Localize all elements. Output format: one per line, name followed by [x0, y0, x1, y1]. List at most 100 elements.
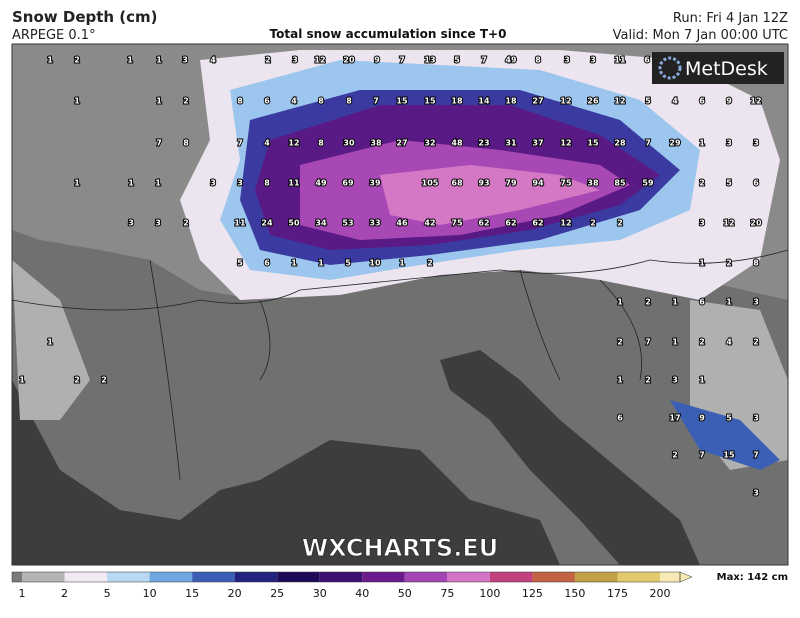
snow-depth-label: 1 — [672, 338, 678, 347]
snow-depth-label: 32 — [424, 139, 435, 148]
snow-depth-label: 49 — [315, 179, 327, 188]
legend-swatch — [149, 572, 193, 582]
logo-icon — [658, 56, 682, 80]
snow-depth-label: 75 — [560, 179, 572, 188]
legend-label: 5 — [104, 587, 111, 600]
snow-depth-label: 3 — [753, 298, 759, 307]
subtitle: Total snow accumulation since T+0 — [270, 27, 507, 41]
snow-depth-label: 26 — [587, 97, 599, 106]
snow-depth-label: 6 — [264, 97, 270, 106]
snow-depth-label: 7 — [237, 139, 243, 148]
snow-depth-label: 2 — [183, 97, 189, 106]
snow-depth-label: 79 — [505, 179, 517, 188]
legend-label: 2 — [61, 587, 68, 600]
snow-depth-label: 68 — [451, 179, 463, 188]
legend-swatch — [319, 572, 363, 582]
snow-depth-label: 37 — [532, 139, 543, 148]
snow-depth-label: 7 — [373, 97, 379, 106]
snow-depth-label: 2 — [265, 56, 271, 65]
snow-depth-label: 38 — [587, 179, 599, 188]
legend-swatch — [107, 572, 150, 582]
snow-depth-label: 1 — [156, 56, 162, 65]
legend-label: 1 — [19, 587, 26, 600]
snow-depth-label: 1 — [318, 259, 324, 268]
legend-label: 175 — [607, 587, 628, 600]
snow-depth-label: 4 — [291, 97, 297, 106]
snow-depth-label: 2 — [699, 338, 705, 347]
snow-depth-label: 9 — [374, 56, 380, 65]
snow-depth-label: 4 — [210, 56, 216, 65]
legend-swatch — [404, 572, 448, 582]
legend-label: 10 — [143, 587, 157, 600]
snow-depth-label: 3 — [564, 56, 570, 65]
snow-depth-label: 20 — [343, 56, 355, 65]
snow-depth-label: 5 — [726, 179, 732, 188]
snow-depth-label: 3 — [753, 414, 759, 423]
legend-label: 25 — [270, 587, 284, 600]
snow-depth-label: 12 — [560, 219, 571, 228]
snow-depth-label: 1 — [672, 298, 678, 307]
snow-depth-label: 10 — [369, 259, 381, 268]
legend-label: 15 — [185, 587, 199, 600]
snow-depth-label: 1 — [74, 179, 80, 188]
legend: 1 2 5 10 15 20 25 30 40 50 75 100 125 150 175 200 — [11, 571, 693, 600]
snow-depth-label: 3 — [237, 179, 243, 188]
snow-depth-label: 6 — [644, 56, 650, 65]
snow-depth-label: 8 — [318, 97, 324, 106]
snow-depth-label: 2 — [672, 451, 678, 460]
snow-depth-label: 1 — [156, 97, 162, 106]
snow-depth-label: 6 — [699, 97, 705, 106]
snow-depth-label: 27 — [532, 97, 543, 106]
snow-depth-label: 85 — [614, 179, 626, 188]
legend-frame — [11, 571, 681, 583]
model: ARPEGE 0.1° — [12, 28, 96, 43]
legend-swatch — [617, 572, 660, 582]
snow-depth-label: 2 — [617, 219, 623, 228]
snow-depth-label: 3 — [210, 179, 216, 188]
snow-depth-label: 93 — [478, 179, 489, 188]
legend-max: Max: 142 cm — [717, 572, 788, 583]
legend-swatch — [447, 572, 490, 582]
snow-depth-label: 3 — [672, 376, 678, 385]
snow-depth-label: 28 — [614, 139, 626, 148]
snow-depth-label: 1 — [617, 376, 623, 385]
snow-depth-label: 42 — [424, 219, 435, 228]
snow-depth-label: 1 — [19, 376, 25, 385]
snow-depth-label: 15 — [723, 451, 735, 460]
map: MetDesk WXCHARTS.EU — [11, 43, 789, 566]
snow-depth-label: 11 — [234, 219, 246, 228]
snow-depth-label: 3 — [726, 139, 732, 148]
map-frame — [11, 43, 789, 566]
snow-depth-label: 1 — [699, 259, 705, 268]
valid: Valid: Mon 7 Jan 00:00 UTC — [613, 28, 788, 43]
snow-depth-label: 3 — [753, 139, 759, 148]
snow-depth-label: 12 — [288, 139, 299, 148]
snow-depth-label: 5 — [237, 259, 243, 268]
snow-depth-label: 23 — [478, 139, 489, 148]
legend-label: 200 — [650, 587, 671, 600]
snow-depth-label: 7 — [156, 139, 162, 148]
snow-depth-label: 3 — [128, 219, 134, 228]
snow-depth-label: 18 — [451, 97, 463, 106]
snow-depth-label: 1 — [699, 139, 705, 148]
snow-depth-label: 5 — [454, 56, 460, 65]
legend-swatch — [64, 572, 108, 582]
snow-depth-label: 48 — [451, 139, 463, 148]
snow-depth-label: 2 — [645, 376, 651, 385]
snow-depth-label: 7 — [753, 451, 759, 460]
snow-depth-label: 8 — [346, 97, 352, 106]
legend-swatch — [660, 572, 680, 582]
snow-depth-label: 18 — [505, 97, 517, 106]
snow-depth-label: 6 — [699, 298, 705, 307]
snow-depth-label: 5 — [345, 259, 351, 268]
legend-swatch — [192, 572, 235, 582]
snow-depth-label: 5 — [645, 97, 651, 106]
snow-depth-label: 1 — [699, 376, 705, 385]
snow-depth-label: 3 — [292, 56, 298, 65]
snow-depth-label: 1 — [399, 259, 405, 268]
legend-label: 125 — [522, 587, 543, 600]
snow-depth-label: 11 — [614, 56, 626, 65]
snow-depth-label: 2 — [590, 219, 596, 228]
snow-depth-label: 13 — [424, 56, 435, 65]
